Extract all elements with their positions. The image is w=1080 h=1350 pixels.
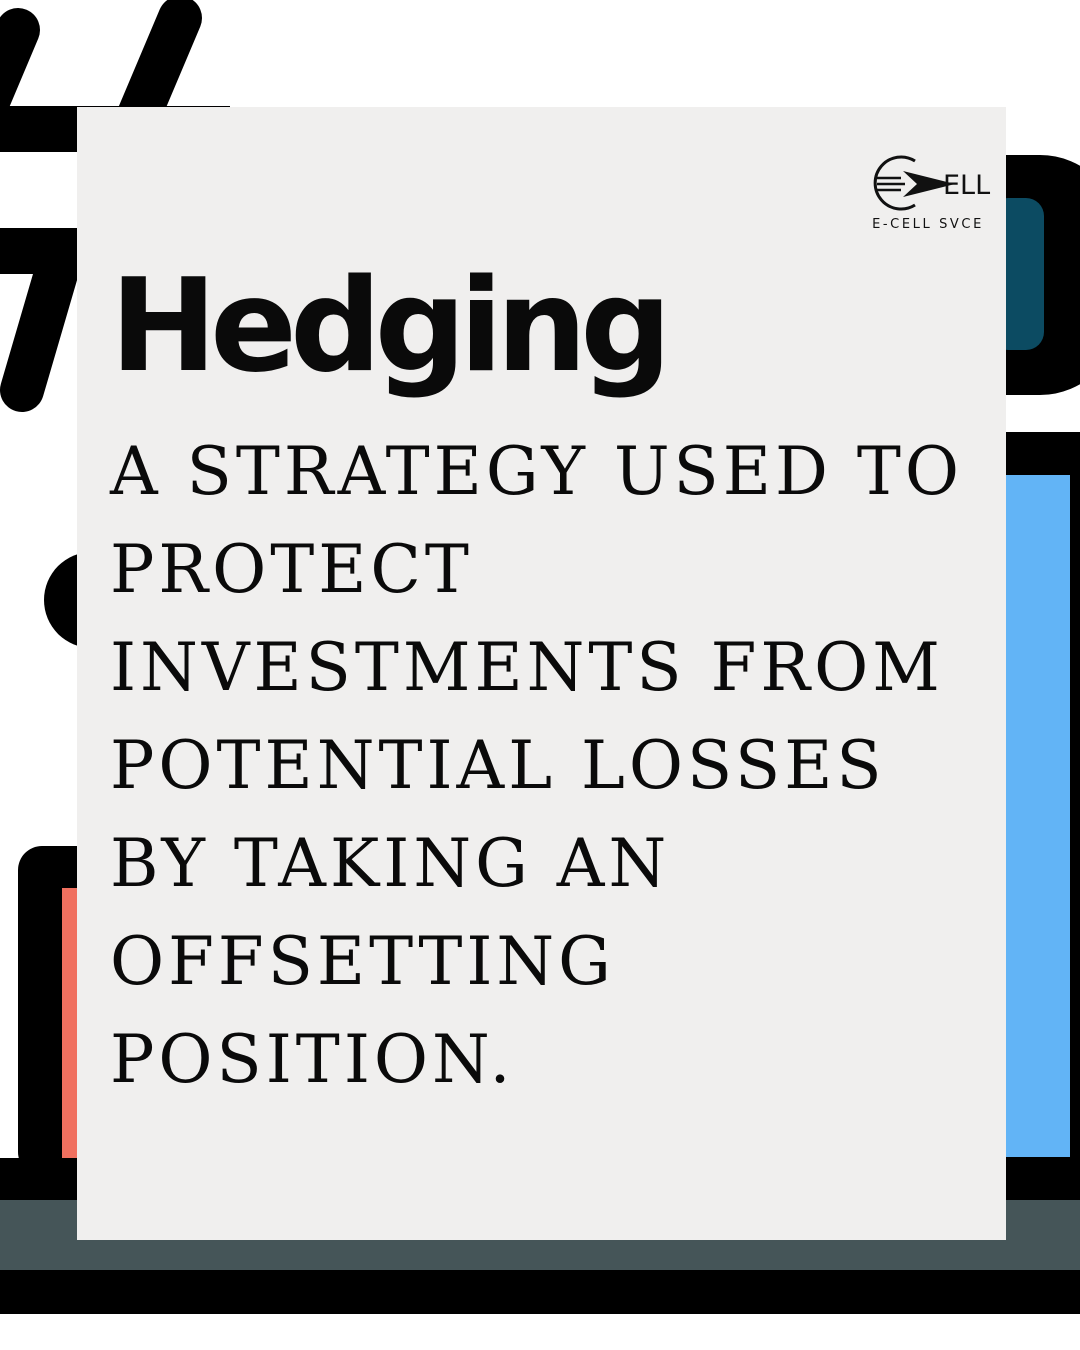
definition-card: ELL E-CELL SVCE Hedging A STRATEGY USED …: [77, 107, 1006, 1240]
definition-text: A STRATEGY USED TO PROTECT INVESTMENTS F…: [110, 433, 963, 1098]
page-title: Hedging: [110, 252, 672, 401]
logo-mark-text: ELL: [943, 170, 990, 201]
ecell-logo-icon: ELL: [873, 155, 990, 211]
ecell-logo: ELL E-CELL SVCE: [863, 153, 993, 235]
logo-caption: E-CELL SVCE: [872, 217, 984, 232]
